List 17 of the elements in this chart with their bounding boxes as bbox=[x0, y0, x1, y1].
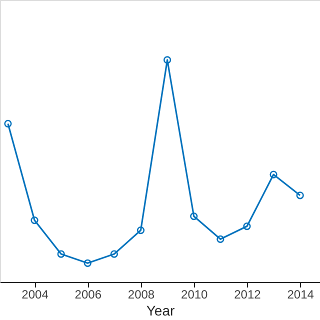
point bbox=[57, 250, 65, 258]
x-tick-label: 2012 bbox=[234, 288, 262, 302]
point bbox=[243, 222, 251, 230]
point bbox=[163, 56, 172, 64]
point bbox=[216, 235, 224, 243]
x-tick-label: 2008 bbox=[128, 288, 155, 302]
x-tick-label: 2004 bbox=[22, 288, 49, 302]
point bbox=[110, 250, 118, 258]
point bbox=[136, 226, 145, 234]
x-tick-label: 2006 bbox=[74, 288, 102, 302]
point bbox=[270, 170, 278, 178]
point bbox=[30, 216, 38, 224]
x-axis-title: Year bbox=[146, 302, 175, 318]
x-tick-label: 2010 bbox=[181, 288, 208, 302]
point bbox=[84, 259, 92, 267]
point bbox=[190, 212, 198, 220]
x-tick-label: 2014 bbox=[287, 288, 314, 302]
